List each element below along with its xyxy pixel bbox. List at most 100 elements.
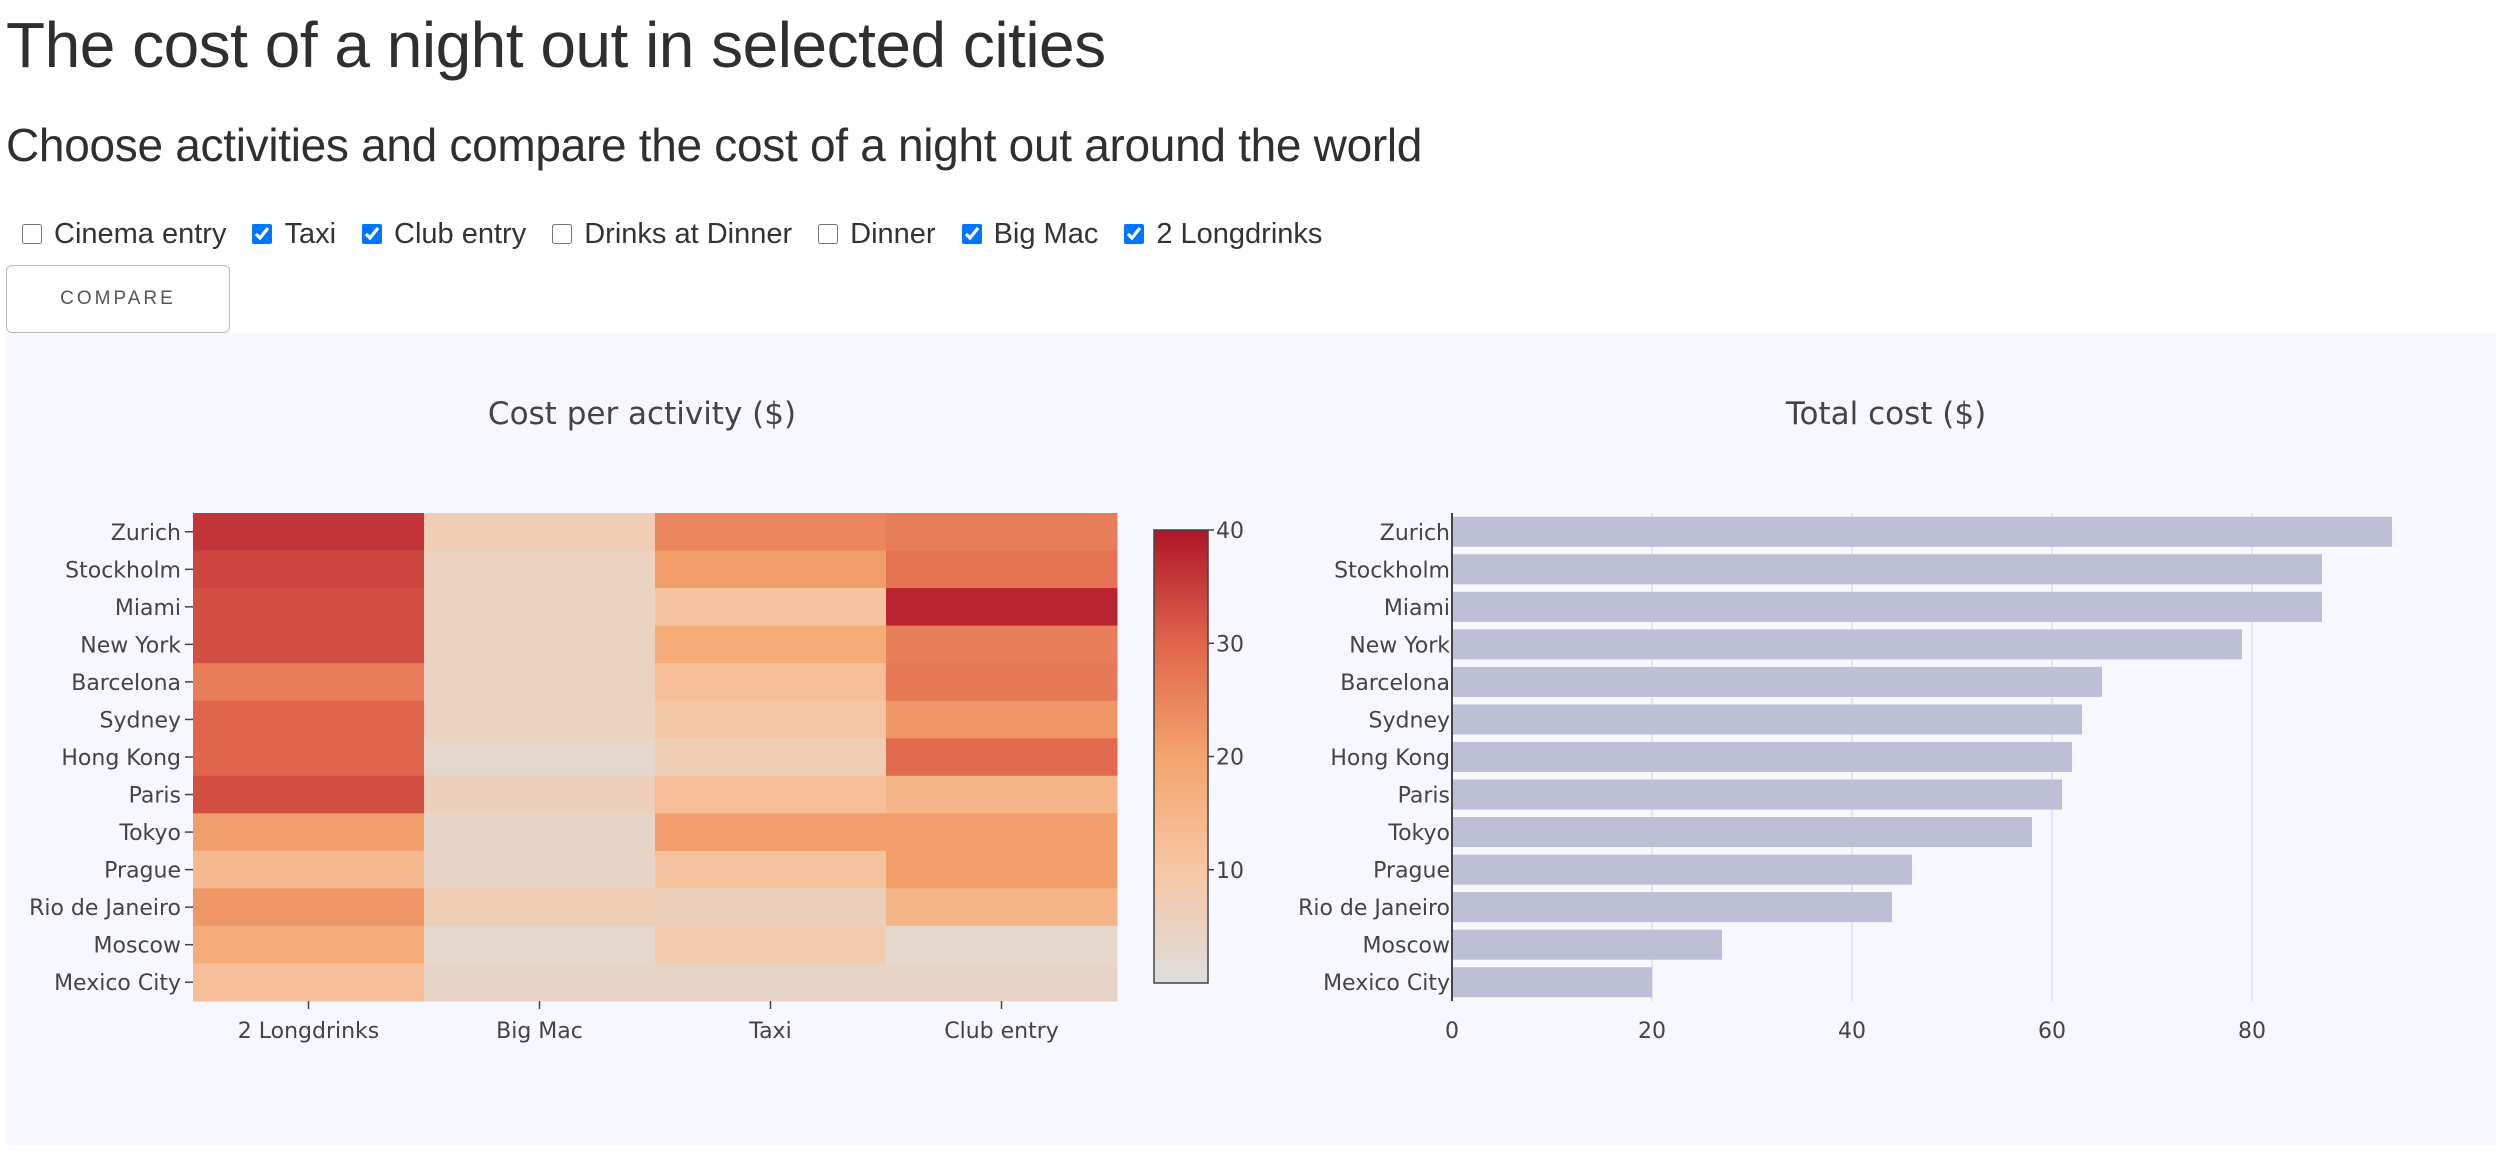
colorbar-label-40: 40 (1216, 519, 1244, 544)
heatmap-cell-hong-kong-taxi (655, 738, 887, 777)
heatmap-y-axis: Zurich Stockholm Miami New York Barcelona Syd… (29, 521, 193, 996)
heatmap-y-label-prague: Prague (104, 859, 181, 884)
2-longdrinks-checkbox[interactable] (1124, 224, 1145, 244)
heatmap-y-label-paris: Paris (129, 784, 181, 809)
heatmap-cell-miami-taxi (655, 588, 887, 627)
heatmap-cell-paris-taxi (655, 775, 887, 814)
heatmap-cell-barcelona-2-longdrinks (193, 663, 425, 702)
heatmap-cell-mexico-city-big-mac (424, 963, 656, 1002)
heatmap-cell-hong-kong-2-longdrinks (193, 738, 425, 777)
bar-x-label-0: 0 (1445, 1019, 1459, 1044)
activity-option-dinner[interactable]: Dinner (818, 217, 936, 251)
bar-y-label-miami: Miami (1384, 596, 1450, 621)
heatmap-cells (193, 513, 1118, 1002)
page-title: The cost of a night out in selected citi… (6, 9, 1106, 81)
heatmap-cell-stockholm-taxi (655, 550, 887, 589)
heatmap-cell-zurich-taxi (655, 513, 887, 552)
bar-sydney (1452, 704, 2082, 735)
colorbar-label-20: 20 (1216, 746, 1244, 771)
taxi-checkbox[interactable] (252, 224, 273, 244)
bar-x-label-20: 20 (1638, 1019, 1666, 1044)
heatmap-cell-barcelona-club-entry (886, 663, 1118, 702)
heatmap-cell-zurich-club-entry (886, 513, 1118, 552)
heatmap-cell-tokyo-club-entry (886, 813, 1118, 852)
heatmap-cell-barcelona-big-mac (424, 663, 656, 702)
heatmap-cell-rio-de-janeiro-2-longdrinks (193, 888, 425, 927)
bar-x-label-60: 60 (2038, 1019, 2066, 1044)
heatmap-cell-prague-taxi (655, 850, 887, 889)
heatmap-y-label-zurich: Zurich (111, 521, 181, 546)
heatmap-cell-sydney-2-longdrinks (193, 700, 425, 739)
heatmap-colorbar: 10 20 30 40 (1153, 519, 1244, 984)
taxi-label: Taxi (284, 217, 337, 250)
club-entry-checkbox[interactable] (362, 224, 383, 244)
bar-zurich (1452, 516, 2392, 547)
heatmap-cell-sydney-big-mac (424, 700, 656, 739)
bar-y-label-tokyo: Tokyo (1387, 821, 1450, 846)
heatmap-cell-paris-big-mac (424, 775, 656, 814)
heatmap-cell-new-york-big-mac (424, 625, 656, 664)
heatmap-cell-zurich-2-longdrinks (193, 513, 425, 552)
heatmap-cell-moscow-taxi (655, 925, 887, 964)
heatmap-cell-miami-2-longdrinks (193, 588, 425, 627)
colorbar-gradient (1153, 529, 1209, 984)
heatmap-cell-barcelona-taxi (655, 663, 887, 702)
bar-y-label-moscow: Moscow (1363, 934, 1450, 959)
bar-y-label-zurich: Zurich (1380, 521, 1450, 546)
heatmap-cell-miami-big-mac (424, 588, 656, 627)
heatmap-cell-mexico-city-2-longdrinks (193, 963, 425, 1002)
compare-button[interactable]: COMPARE (6, 265, 230, 333)
heatmap-y-label-tokyo: Tokyo (118, 821, 181, 846)
heatmap-y-label-rio-de-janeiro: Rio de Janeiro (29, 896, 181, 921)
bar-y-label-paris: Paris (1398, 784, 1450, 809)
big-mac-checkbox[interactable] (961, 224, 982, 244)
2-longdrinks-label: 2 Longdrinks (1156, 217, 1323, 250)
activity-option-taxi[interactable]: Taxi (252, 218, 336, 251)
bar-miami (1452, 591, 2322, 622)
heatmap-cell-tokyo-taxi (655, 813, 887, 852)
drinks-at-dinner-label: Drinks at Dinner (584, 217, 793, 250)
big-mac-label: Big Mac (993, 217, 1099, 250)
activity-option-club-entry[interactable]: Club entry (362, 218, 526, 251)
cinema-entry-checkbox[interactable] (22, 224, 42, 244)
activity-checkbox-group: Cinema entry Taxi Club entry Drinks at D… (22, 214, 1348, 254)
activity-option-big-mac[interactable]: Big Mac (961, 217, 1099, 251)
activity-option-cinema-entry[interactable]: Cinema entry (22, 218, 226, 251)
cinema-entry-label: Cinema entry (54, 217, 227, 250)
heatmap-cell-stockholm-club-entry (886, 550, 1118, 589)
heatmap-cell-moscow-club-entry (886, 925, 1118, 964)
heatmap-x-label-2-longdrinks: 2 Longdrinks (238, 1019, 380, 1044)
heatmap-cell-rio-de-janeiro-taxi (655, 888, 887, 927)
heatmap-cell-moscow-big-mac (424, 925, 656, 964)
heatmap-x-label-big-mac: Big Mac (496, 1019, 583, 1044)
dinner-label: Dinner (850, 217, 936, 250)
heatmap-cell-paris-club-entry (886, 775, 1118, 814)
colorbar-label-30: 30 (1216, 632, 1244, 657)
heatmap-y-label-hong-kong: Hong Kong (61, 746, 181, 771)
drinks-at-dinner-checkbox[interactable] (552, 224, 573, 244)
heatmap-chart: Cost per activity ($) Zurich Stockholm Mia… (29, 396, 1244, 1044)
heatmap-cell-sydney-club-entry (886, 700, 1118, 739)
heatmap-cell-moscow-2-longdrinks (193, 925, 425, 964)
activity-option-drinks-at-dinner[interactable]: Drinks at Dinner (552, 218, 792, 251)
heatmap-cell-zurich-big-mac (424, 513, 656, 552)
heatmap-y-label-miami: Miami (115, 596, 181, 621)
heatmap-y-label-moscow: Moscow (94, 934, 181, 959)
heatmap-cell-stockholm-big-mac (424, 550, 656, 589)
heatmap-x-axis: 2 Longdrinks Big Mac Taxi Club entry (238, 1001, 1059, 1044)
bar-chart-x-axis: 0 20 40 60 80 (1445, 1019, 2266, 1044)
heatmap-x-label-taxi: Taxi (748, 1019, 791, 1044)
bar-x-label-40: 40 (1838, 1019, 1866, 1044)
activity-option-2-longdrinks[interactable]: 2 Longdrinks (1124, 218, 1322, 251)
dinner-checkbox[interactable] (818, 224, 839, 244)
page-subtitle: Choose activities and compare the cost o… (6, 119, 1423, 171)
heatmap-cell-prague-club-entry (886, 850, 1118, 889)
bar-y-label-prague: Prague (1373, 859, 1450, 884)
heatmap-cell-paris-2-longdrinks (193, 775, 425, 814)
heatmap-cell-tokyo-2-longdrinks (193, 813, 425, 852)
heatmap-cell-hong-kong-big-mac (424, 738, 656, 777)
bar-y-label-rio-de-janeiro: Rio de Janeiro (1298, 896, 1450, 921)
bar-prague (1452, 854, 1912, 885)
heatmap-y-label-sydney: Sydney (100, 708, 181, 733)
